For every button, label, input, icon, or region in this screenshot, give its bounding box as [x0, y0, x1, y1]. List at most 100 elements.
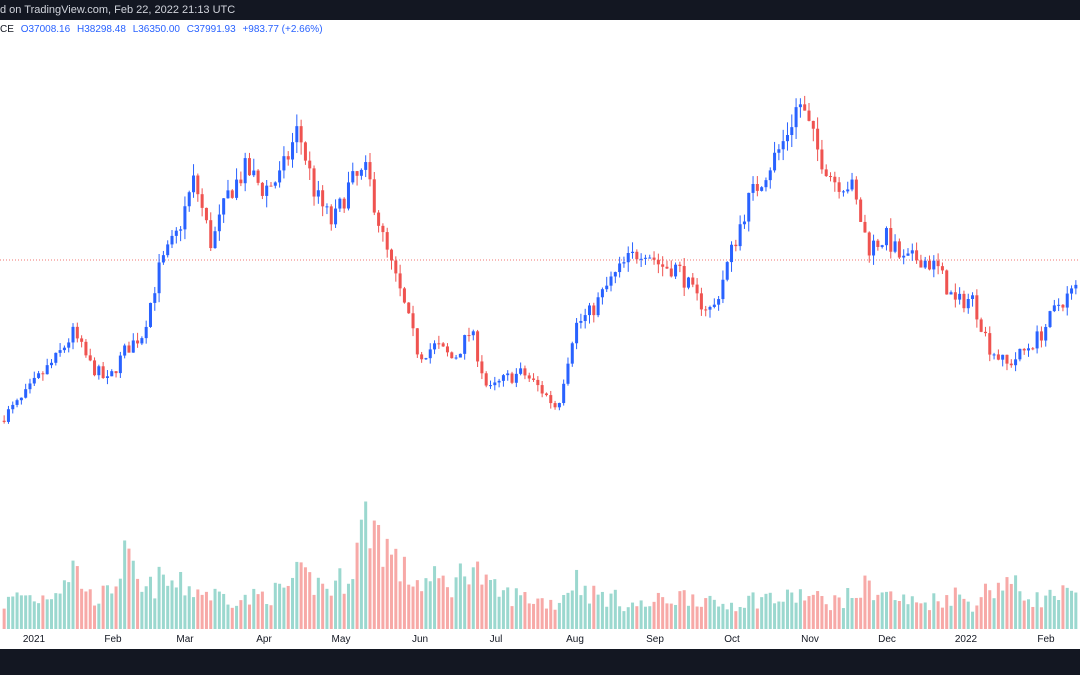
chart-pane[interactable]: 2021 Feb Mar Apr May Jun Jul Aug Sep Oct Nov Dec 202…: [0, 20, 1080, 649]
candle-body[interactable]: [239, 179, 243, 184]
candle-body[interactable]: [342, 198, 346, 209]
candle-body[interactable]: [428, 349, 432, 359]
candle-body[interactable]: [445, 346, 449, 353]
candle-body[interactable]: [364, 162, 368, 170]
candle-body[interactable]: [390, 249, 394, 261]
candle-body[interactable]: [514, 373, 518, 383]
candle-body[interactable]: [213, 231, 217, 249]
candle-body[interactable]: [19, 397, 23, 401]
candle-body[interactable]: [656, 259, 660, 265]
candle-body[interactable]: [600, 289, 604, 298]
candle-body[interactable]: [794, 107, 798, 128]
candle-body[interactable]: [67, 342, 71, 348]
candle-body[interactable]: [183, 206, 187, 230]
candle-body[interactable]: [179, 229, 183, 231]
candle-body[interactable]: [1009, 363, 1013, 366]
candle-body[interactable]: [454, 357, 458, 359]
candle-body[interactable]: [411, 313, 415, 329]
candle-body[interactable]: [648, 257, 652, 259]
candle-body[interactable]: [884, 228, 888, 246]
candle-body[interactable]: [1061, 304, 1065, 308]
candle-body[interactable]: [424, 358, 428, 360]
candle-body[interactable]: [450, 352, 454, 359]
candle-body[interactable]: [148, 302, 152, 327]
candle-body[interactable]: [958, 293, 962, 300]
candle-body[interactable]: [949, 292, 953, 295]
candle-body[interactable]: [510, 373, 514, 383]
candle-body[interactable]: [286, 156, 290, 160]
candle-body[interactable]: [338, 198, 342, 209]
candle-body[interactable]: [174, 230, 178, 236]
candle-body[interactable]: [721, 279, 725, 300]
candle-body[interactable]: [910, 250, 914, 254]
candle-body[interactable]: [28, 383, 32, 390]
candle-body[interactable]: [880, 245, 884, 247]
candle-body[interactable]: [631, 251, 635, 254]
candle-body[interactable]: [497, 380, 501, 383]
candle-body[interactable]: [983, 331, 987, 334]
candle-body[interactable]: [334, 208, 338, 225]
candle-body[interactable]: [674, 264, 678, 277]
candle-body[interactable]: [441, 343, 445, 347]
candle-body[interactable]: [299, 126, 303, 143]
candle-body[interactable]: [936, 260, 940, 267]
candle-body[interactable]: [1070, 288, 1074, 294]
candle-body[interactable]: [523, 368, 527, 376]
candle-body[interactable]: [605, 285, 609, 290]
candle-body[interactable]: [217, 214, 221, 232]
candle-body[interactable]: [928, 260, 932, 270]
candle-body[interactable]: [738, 224, 742, 247]
candle-body[interactable]: [906, 253, 910, 256]
candle-body[interactable]: [816, 128, 820, 150]
candle-body[interactable]: [566, 363, 570, 384]
candle-body[interactable]: [562, 383, 566, 404]
candle-body[interactable]: [476, 331, 480, 362]
candle-body[interactable]: [742, 221, 746, 225]
candle-body[interactable]: [643, 257, 647, 259]
candle-body[interactable]: [850, 179, 854, 190]
candle-body[interactable]: [359, 169, 363, 176]
candle-body[interactable]: [97, 366, 101, 376]
candle-body[interactable]: [652, 257, 656, 260]
candle-body[interactable]: [110, 371, 114, 377]
candle-body[interactable]: [755, 184, 759, 191]
candle-body[interactable]: [889, 228, 893, 252]
candle-body[interactable]: [841, 191, 845, 193]
candle-body[interactable]: [45, 365, 49, 375]
candle-body[interactable]: [583, 315, 587, 322]
candle-body[interactable]: [613, 272, 617, 277]
candle-body[interactable]: [945, 270, 949, 295]
candle-body[interactable]: [346, 182, 350, 209]
candle-body[interactable]: [527, 375, 531, 379]
candle-body[interactable]: [136, 340, 140, 344]
candle-body[interactable]: [837, 182, 841, 192]
candle-body[interactable]: [265, 185, 269, 196]
candle-body[interactable]: [377, 212, 381, 226]
candle-body[interactable]: [717, 299, 721, 305]
candle-body[interactable]: [876, 240, 880, 247]
candle-body[interactable]: [626, 253, 630, 263]
candle-body[interactable]: [161, 255, 165, 263]
candle-body[interactable]: [824, 169, 828, 177]
candle-body[interactable]: [49, 362, 54, 366]
candle-body[interactable]: [854, 179, 858, 200]
candle-body[interactable]: [204, 207, 208, 221]
candle-body[interactable]: [471, 331, 475, 336]
candle-body[interactable]: [295, 126, 299, 143]
candle-body[interactable]: [708, 306, 712, 310]
candle-body[interactable]: [996, 354, 1000, 360]
candle-body[interactable]: [15, 400, 19, 405]
candle-body[interactable]: [971, 295, 975, 300]
candle-body[interactable]: [170, 235, 174, 245]
candle-body[interactable]: [88, 355, 92, 361]
candle-body[interactable]: [725, 262, 729, 280]
candle-body[interactable]: [200, 194, 204, 208]
candle-body[interactable]: [372, 179, 376, 213]
candle-body[interactable]: [84, 341, 88, 356]
candle-body[interactable]: [243, 158, 247, 184]
candle-body[interactable]: [820, 149, 824, 170]
candle-body[interactable]: [1039, 331, 1043, 341]
candle-body[interactable]: [2, 420, 6, 422]
candle-body[interactable]: [62, 347, 66, 351]
candle-body[interactable]: [463, 335, 467, 354]
